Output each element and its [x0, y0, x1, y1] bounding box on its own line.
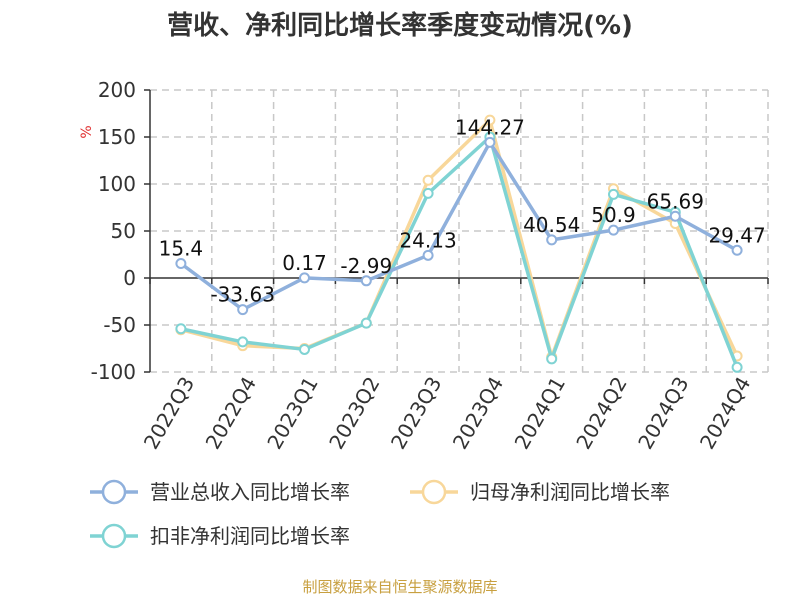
y-tick-label: -50 [103, 313, 136, 337]
data-point-deducted_net_profit [175, 323, 187, 335]
data-point-deducted_net_profit [237, 336, 249, 348]
legend-marker-icon [421, 479, 447, 505]
legend-marker-icon [101, 523, 127, 549]
data-label: 144.27 [455, 115, 525, 139]
data-point-revenue [360, 275, 372, 287]
data-point-revenue [731, 244, 743, 256]
source-note: 制图数据来自恒生聚源数据库 [302, 578, 497, 596]
y-tick-label: 200 [98, 78, 136, 102]
y-tick-label: 0 [123, 266, 136, 290]
x-tick-label: 2024Q2 [571, 373, 631, 454]
data-point-revenue [175, 258, 187, 270]
data-label: -2.99 [340, 254, 392, 278]
data-point-deducted_net_profit [608, 188, 619, 200]
legend-item-revenue[interactable]: 营业总收入同比增长率 [90, 479, 350, 505]
data-point-revenue [299, 272, 310, 284]
x-tick-label: 2024Q1 [510, 373, 570, 454]
series-line-revenue [179, 140, 739, 312]
data-point-deducted_net_profit [731, 361, 743, 373]
chart-title: 营收、净利同比增长率季度变动情况(%) [167, 10, 633, 41]
data-point-deducted_net_profit [422, 187, 434, 199]
legend-label: 营业总收入同比增长率 [150, 480, 350, 504]
legend-label: 归母净利润同比增长率 [470, 480, 670, 504]
y-axis-unit-label: % [79, 125, 95, 138]
data-point-revenue [237, 304, 249, 316]
x-tick-label: 2023Q2 [324, 373, 384, 454]
data-label: -33.63 [210, 283, 274, 307]
x-tick-label: 2023Q1 [262, 373, 322, 454]
x-tick-label: 2023Q4 [448, 373, 508, 454]
data-point-revenue [422, 249, 434, 261]
x-tick-label: 2023Q3 [386, 372, 446, 453]
data-point-net_profit [484, 114, 496, 126]
grid-layer [150, 89, 769, 373]
data-label: 50.9 [591, 203, 636, 227]
x-tick-label: 2022Q3 [139, 373, 199, 454]
data-label: 15.4 [159, 237, 204, 261]
y-tick-label: 50 [111, 219, 136, 243]
data-point-revenue [546, 234, 558, 246]
legend-item-deducted_net_profit[interactable]: 扣非净利润同比增长率 [90, 523, 350, 549]
legend-marker-icon [101, 479, 127, 505]
data-point-net_profit [422, 174, 434, 186]
data-label: 24.13 [399, 228, 456, 252]
y-tick-label: 150 [98, 125, 136, 149]
x-tick-label: 2024Q4 [695, 373, 755, 454]
data-point-revenue [669, 210, 681, 222]
data-point-revenue [484, 136, 496, 148]
y-tick-label: -100 [91, 360, 136, 384]
data-point-deducted_net_profit [299, 343, 310, 355]
data-label: 29.47 [708, 223, 765, 247]
data-label: 65.69 [647, 189, 704, 213]
y-tick-label: 100 [98, 172, 136, 196]
data-point-revenue [608, 224, 619, 236]
data-point-deducted_net_profit [546, 353, 558, 365]
x-tick-label: 2022Q4 [201, 373, 261, 454]
x-tick-label: 2024Q3 [633, 373, 693, 454]
data-point-deducted_net_profit [360, 317, 372, 329]
data-label: 0.17 [282, 251, 327, 275]
legend-item-net_profit[interactable]: 归母净利润同比增长率 [410, 479, 670, 505]
data-label: 40.54 [523, 213, 580, 237]
series-line-deducted_net_profit [179, 135, 739, 370]
series-layer [175, 114, 743, 373]
data-label-layer: 15.4-33.63 0.17 -2.99 24.13 144.27 40.54 50.9 6… [159, 115, 766, 306]
legend-label: 扣非净利润同比增长率 [150, 524, 350, 548]
